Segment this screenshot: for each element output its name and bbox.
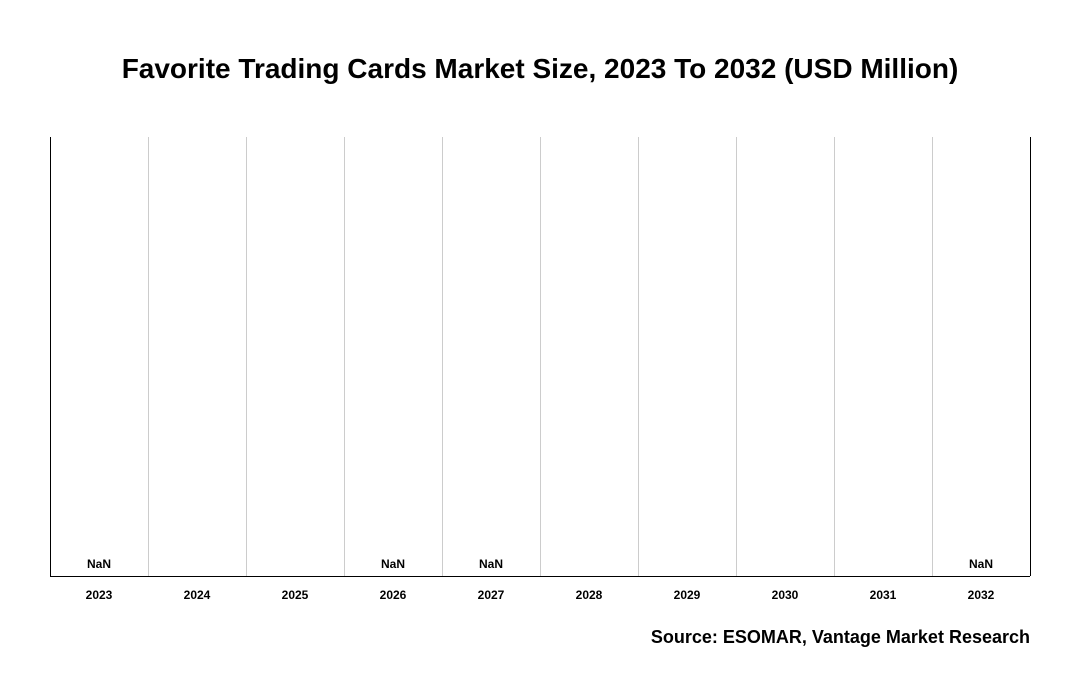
bar-slot: NaN (442, 137, 540, 576)
x-axis-label: 2032 (932, 588, 1030, 602)
x-axis-label: 2028 (540, 588, 638, 602)
bar-slot (638, 137, 736, 576)
bar-slot (540, 137, 638, 576)
x-axis-label: 2026 (344, 588, 442, 602)
x-axis-label: 2027 (442, 588, 540, 602)
bar-value-label: NaN (344, 557, 442, 571)
x-axis-label: 2029 (638, 588, 736, 602)
bar-value-label: NaN (442, 557, 540, 571)
bar-slot (736, 137, 834, 576)
x-axis-label: 2023 (50, 588, 148, 602)
plot-area: NaNNaNNaNNaN (50, 137, 1030, 577)
x-axis-label: 2025 (246, 588, 344, 602)
bar-slot (246, 137, 344, 576)
source-attribution: Source: ESOMAR, Vantage Market Research (651, 627, 1030, 648)
x-axis-label: 2024 (148, 588, 246, 602)
bar-slot: NaN (932, 137, 1030, 576)
bar-value-label: NaN (932, 557, 1030, 571)
bar-slot: NaN (344, 137, 442, 576)
bar-slot: NaN (50, 137, 148, 576)
bar-slot (148, 137, 246, 576)
bar-slot (834, 137, 932, 576)
chart-title: Favorite Trading Cards Market Size, 2023… (0, 53, 1080, 85)
x-axis-label: 2030 (736, 588, 834, 602)
bar-value-label: NaN (50, 557, 148, 571)
gridline (1030, 137, 1031, 576)
x-axis-label: 2031 (834, 588, 932, 602)
